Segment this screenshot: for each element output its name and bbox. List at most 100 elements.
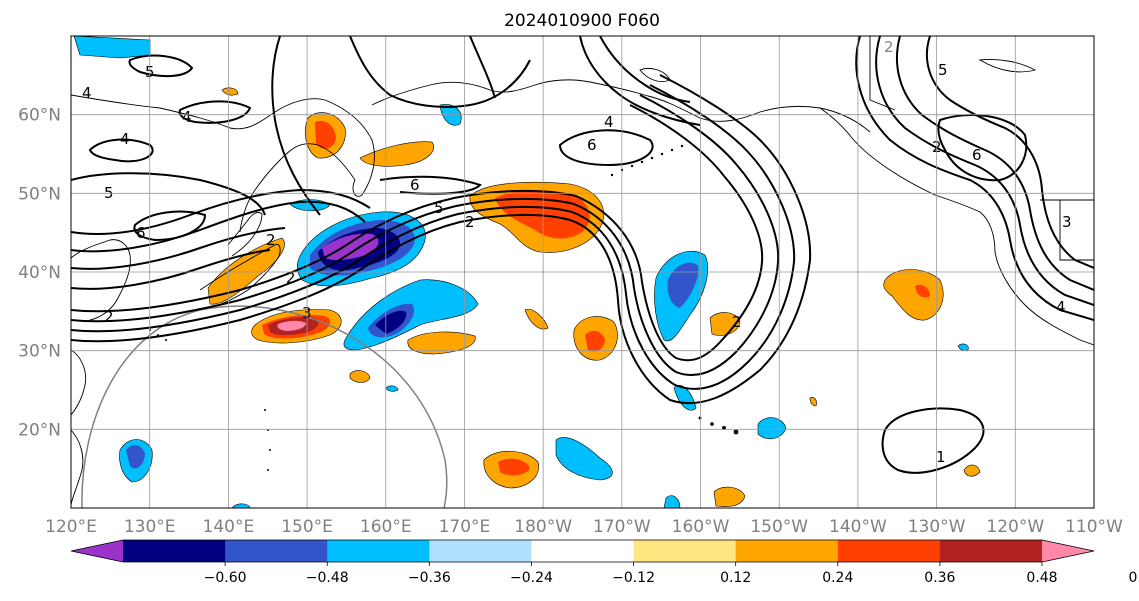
anomaly-fill xyxy=(957,343,969,352)
coastline xyxy=(239,143,356,233)
y-tick-label: 50°N xyxy=(18,184,61,204)
island xyxy=(630,164,634,168)
x-tick-label: 140°E xyxy=(203,517,255,537)
contour-label: 5 xyxy=(938,61,948,79)
contour-label: 6 xyxy=(410,176,420,194)
coastline xyxy=(639,68,671,82)
anomaly-fill xyxy=(231,503,251,508)
island xyxy=(650,156,654,160)
contour-line xyxy=(88,138,154,163)
island xyxy=(670,148,674,152)
colorbar-tick-label: −0.60 xyxy=(204,570,247,586)
colorbar-tick-label: −0.48 xyxy=(306,570,349,586)
coastline xyxy=(71,429,84,506)
x-tick-label: 120°E xyxy=(45,517,97,537)
y-tick-label: 40°N xyxy=(18,263,61,283)
contour-label: 4 xyxy=(182,108,192,126)
island xyxy=(640,160,644,164)
contour-line xyxy=(579,36,701,126)
anomaly-fill xyxy=(713,486,746,507)
figure-title: 2024010900 F060 xyxy=(504,11,660,31)
colorbar-swatch xyxy=(123,540,226,562)
coastline xyxy=(71,239,131,321)
colorbar-swatch xyxy=(633,540,737,562)
contour-line xyxy=(379,175,482,195)
colorbar-outline xyxy=(70,539,1095,563)
colorbar-swatch xyxy=(429,540,532,562)
contour-line xyxy=(558,129,654,167)
colorbar-extend-high xyxy=(1042,540,1094,562)
graticule xyxy=(71,36,1094,508)
anomaly-fill xyxy=(524,308,549,330)
anomaly-fill xyxy=(221,87,239,96)
contour-label: 6 xyxy=(972,146,982,164)
colorbar-tick-label: 0.48 xyxy=(1026,570,1057,586)
x-tick-label: 130°E xyxy=(124,517,176,537)
contour-label: 4 xyxy=(82,84,92,102)
colorbar-tick-label: 0.12 xyxy=(720,570,751,586)
colorbar-swatch xyxy=(837,540,941,562)
x-tick-label: 150°E xyxy=(281,517,333,537)
contour-line xyxy=(271,36,321,216)
contour-line xyxy=(71,94,780,377)
colorbar-tick-label: −0.24 xyxy=(510,570,553,586)
map-panel: 5 4 4 4 5 6 6 5 2 2 2 2 2 3 4 6 5 6 3 4 … xyxy=(71,36,1094,508)
anomaly-fill xyxy=(709,312,741,336)
anomaly-fill xyxy=(963,464,981,477)
island xyxy=(660,152,664,156)
anomaly-fill xyxy=(809,397,817,407)
coastline xyxy=(978,59,1037,73)
island xyxy=(610,173,614,177)
island xyxy=(680,144,684,148)
contour-line xyxy=(71,200,366,253)
x-tick-label: 130°W xyxy=(908,517,966,537)
x-tick-label: 170°E xyxy=(439,517,491,537)
anomaly-fill xyxy=(126,445,145,469)
x-tick-label: 180°W xyxy=(514,517,572,537)
contour-label: 5 xyxy=(434,199,444,217)
x-tick-label: 140°W xyxy=(829,517,887,537)
colorbar-swatch xyxy=(939,540,1043,562)
contour-label: 4 xyxy=(120,130,130,148)
anomaly-fill xyxy=(349,370,371,383)
coastline xyxy=(71,94,375,197)
coastline xyxy=(199,243,281,309)
x-tick-label: 160°E xyxy=(360,517,412,537)
anomaly-fill xyxy=(915,284,930,298)
island xyxy=(165,339,167,341)
colorbar-tick-label: 0.36 xyxy=(924,570,955,586)
coastline xyxy=(819,107,1094,346)
coastline xyxy=(71,349,87,416)
contour-label: 2 xyxy=(732,313,742,331)
y-axis-ticks: 20°N 30°N 40°N 50°N 60°N xyxy=(18,106,61,441)
island xyxy=(264,409,266,411)
contour-line xyxy=(71,227,286,270)
y-tick-label: 30°N xyxy=(18,342,61,362)
colorbar: −0.60 −0.48 −0.36 −0.24 −0.12 0.12 0.24 0.36 0.4… xyxy=(70,539,1139,586)
contour-line xyxy=(71,249,271,290)
contour-line xyxy=(71,74,812,405)
contour-label: 4 xyxy=(604,113,614,131)
y-tick-label: 60°N xyxy=(18,106,61,126)
x-axis-ticks: 120°E 130°E 140°E 150°E 160°E 170°E 180°W 170°W… xyxy=(45,517,1123,537)
anomaly-fill xyxy=(757,417,787,440)
contour-line xyxy=(128,54,194,78)
contour-line xyxy=(881,407,985,474)
x-tick-label: 160°W xyxy=(672,517,730,537)
island xyxy=(710,422,714,426)
colorbar-tick-label: −0.12 xyxy=(612,570,655,586)
contour-line xyxy=(71,188,371,235)
anomaly-fill xyxy=(883,269,944,321)
island xyxy=(269,449,271,451)
anomaly-fill xyxy=(663,495,681,508)
contour-label: 6 xyxy=(136,224,146,242)
anomaly-fill xyxy=(322,233,379,261)
colorbar-tick-label: 0.60 xyxy=(1129,570,1139,586)
x-tick-label: 110°W xyxy=(1065,517,1123,537)
contour-label: 2 xyxy=(884,38,894,56)
anomaly-fill xyxy=(385,385,399,392)
colorbar-swatch xyxy=(735,540,839,562)
anomaly-fill xyxy=(359,141,434,167)
anomaly-fill xyxy=(73,36,151,59)
